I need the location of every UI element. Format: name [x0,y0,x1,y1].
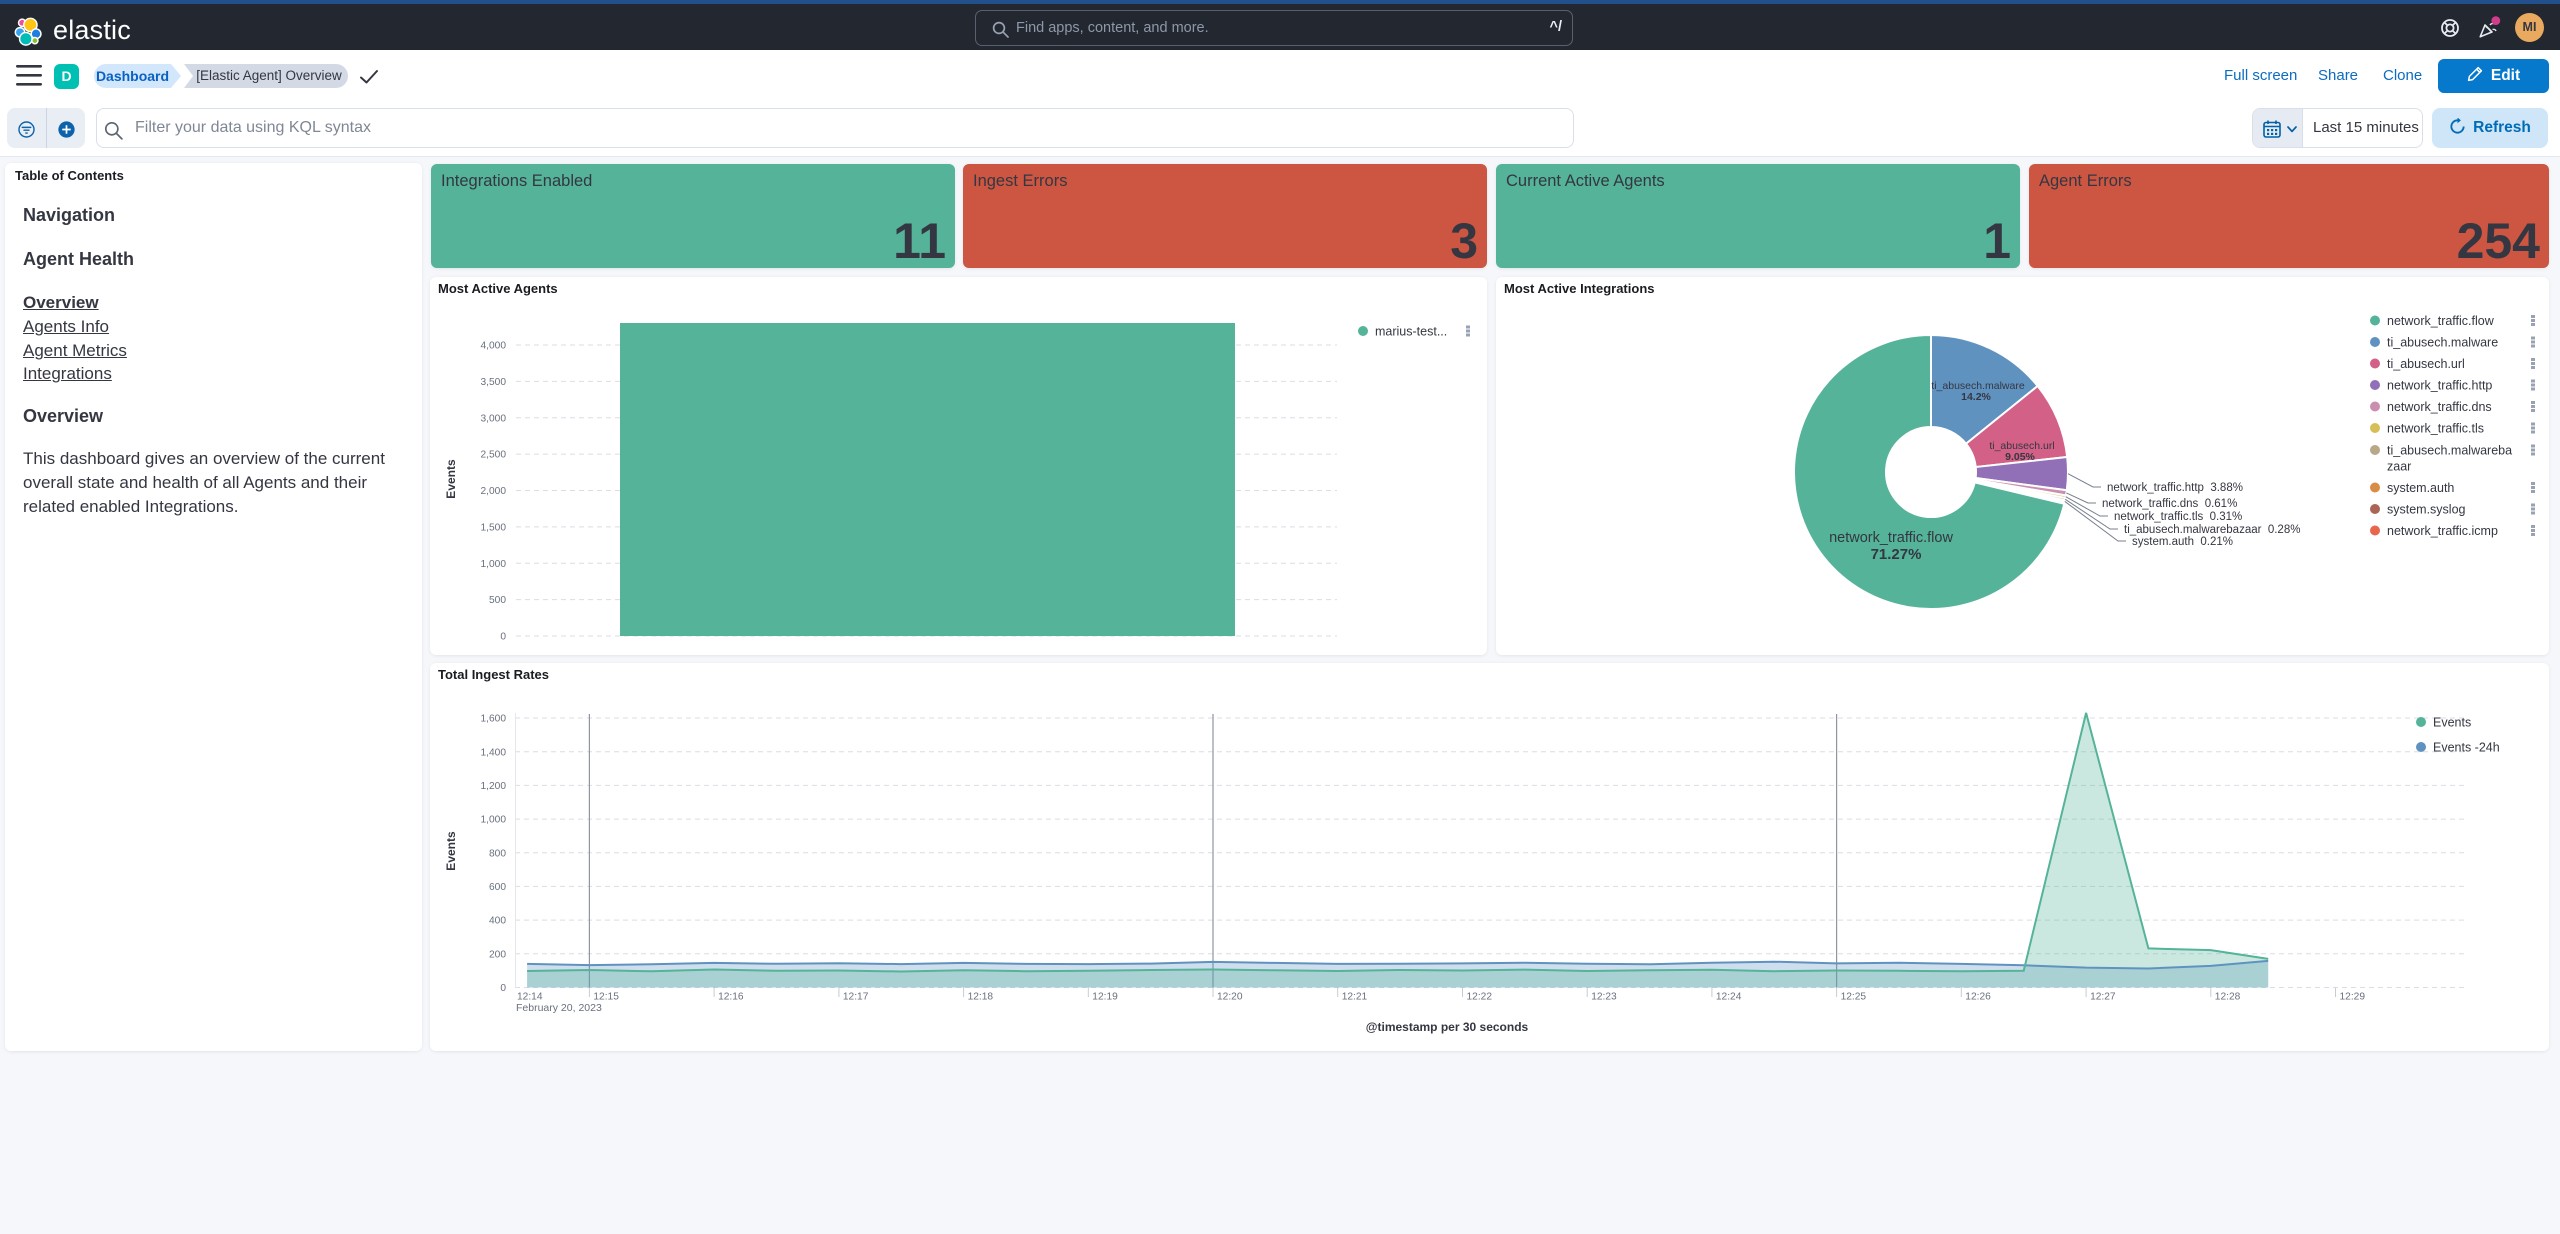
svg-text:3,500: 3,500 [481,377,507,388]
svg-text:network_traffic.flow: network_traffic.flow [1829,530,1953,546]
svg-text:12:18: 12:18 [968,992,994,1003]
svg-text:12:25: 12:25 [1841,992,1867,1003]
svg-text:marius-test...: marius-test... [1375,325,1447,339]
svg-text:1,000: 1,000 [481,559,507,570]
svg-text:system.syslog: system.syslog [2387,503,2466,517]
svg-text:4,000: 4,000 [481,341,507,352]
svg-text:0: 0 [500,632,506,643]
svg-text:ti_abusech.url: ti_abusech.url [2387,357,2465,371]
svg-text:system.auth: system.auth [2387,481,2454,495]
svg-text:1,500: 1,500 [481,523,507,534]
svg-text:800: 800 [489,848,506,859]
svg-text:12:17: 12:17 [843,992,869,1003]
svg-text:9.05%: 9.05% [2005,451,2035,463]
svg-text:2,000: 2,000 [481,486,507,497]
svg-text:Events -24h: Events -24h [2433,741,2500,755]
svg-text:12:16: 12:16 [718,992,744,1003]
svg-text:12:23: 12:23 [1591,992,1617,1003]
svg-text:2,500: 2,500 [481,450,507,461]
svg-text:@timestamp per 30 seconds: @timestamp per 30 seconds [1366,1020,1529,1034]
svg-text:network_traffic.dns: network_traffic.dns [2387,400,2492,414]
svg-text:12:14: 12:14 [517,992,543,1003]
svg-text:ti_abusech.malwareba: ti_abusech.malwareba [2387,444,2512,458]
svg-text:12:21: 12:21 [1342,992,1368,1003]
svg-text:500: 500 [489,595,506,606]
svg-text:zaar: zaar [2387,460,2411,474]
svg-text:network_traffic.tls: network_traffic.tls [2387,422,2484,436]
svg-text:network_traffic.flow: network_traffic.flow [2387,314,2495,328]
svg-text:12:22: 12:22 [1467,992,1493,1003]
svg-text:12:20: 12:20 [1217,992,1243,1003]
svg-text:1,400: 1,400 [481,747,507,758]
svg-text:600: 600 [489,882,506,893]
svg-text:Events: Events [444,459,458,499]
svg-text:12:15: 12:15 [593,992,619,1003]
svg-text:1,200: 1,200 [481,781,507,792]
svg-text:ti_abusech.malwarebazaar 0.28: ti_abusech.malwarebazaar 0.28% [2124,524,2300,536]
svg-text:12:19: 12:19 [1092,992,1118,1003]
svg-text:1,000: 1,000 [481,815,507,826]
svg-text:ti_abusech.malware: ti_abusech.malware [2387,336,2498,350]
svg-text:12:26: 12:26 [1965,992,1991,1003]
svg-text:network_traffic.http: network_traffic.http [2387,379,2492,393]
svg-text:12:28: 12:28 [2215,992,2241,1003]
svg-text:14.2%: 14.2% [1961,391,1991,403]
svg-text:network_traffic.dns 0.61%: network_traffic.dns 0.61% [2102,498,2237,510]
svg-text:0: 0 [500,983,506,994]
svg-text:network_traffic.tls 0.31%: network_traffic.tls 0.31% [2114,511,2242,523]
svg-text:3,000: 3,000 [481,413,507,424]
svg-text:Events: Events [444,831,458,871]
svg-text:ti_abusech.url: ti_abusech.url [1989,440,2054,452]
svg-text:network_traffic.icmp: network_traffic.icmp [2387,524,2498,538]
svg-text:200: 200 [489,949,506,960]
svg-text:400: 400 [489,916,506,927]
svg-text:system.auth 0.21%: system.auth 0.21% [2132,536,2233,548]
svg-text:network_traffic.http 3.88%: network_traffic.http 3.88% [2107,482,2243,494]
svg-text:12:27: 12:27 [2090,992,2116,1003]
svg-text:February 20, 2023: February 20, 2023 [516,1002,602,1014]
svg-text:ti_abusech.malware: ti_abusech.malware [1931,380,2025,392]
svg-text:71.27%: 71.27% [1871,546,1922,563]
svg-text:12:24: 12:24 [1716,992,1742,1003]
svg-text:12:29: 12:29 [2340,992,2366,1003]
svg-text:Events: Events [2433,716,2471,730]
svg-text:1,600: 1,600 [481,714,507,725]
